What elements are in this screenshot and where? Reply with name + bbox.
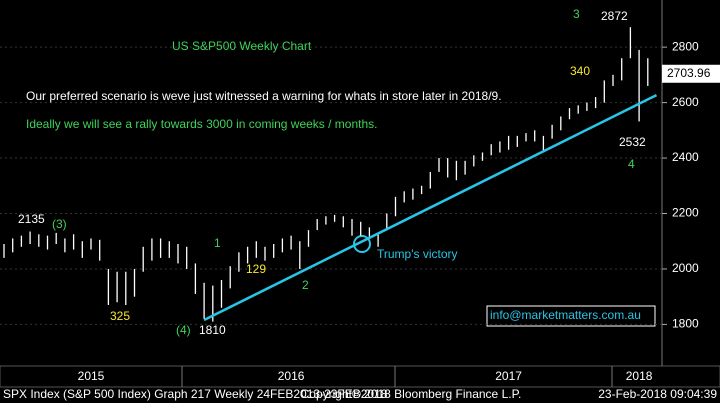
trendline [203, 93, 658, 322]
email-box [486, 305, 656, 327]
annotation: 2135 [18, 212, 45, 226]
annotation: Ideally we will see a rally towards 3000… [26, 117, 378, 131]
footer-text: SPX Index (S&P 500 Index) Graph 217 Week… [3, 387, 388, 401]
annotation: 2 [302, 278, 309, 292]
annotation: (4) [176, 323, 191, 337]
y-tick-label: 2600 [672, 95, 699, 109]
annotation: 325 [110, 309, 130, 323]
footer-text: 23-Feb-2018 09:04:39 [598, 387, 717, 401]
annotation: 1810 [199, 323, 226, 337]
y-tick-label: 2400 [672, 150, 699, 164]
x-axis-band [0, 365, 720, 388]
chart-title: US S&P500 Weekly Chart [172, 39, 312, 53]
x-tick-label: 2016 [278, 369, 305, 383]
annotation: 129 [246, 262, 266, 276]
y-tick-label: 2800 [672, 39, 699, 53]
annotation: 2872 [601, 9, 628, 23]
annotation: 1 [214, 236, 221, 250]
annotation: 340 [570, 64, 590, 78]
y-tick-label: 2200 [672, 206, 699, 220]
annotation: (3) [52, 217, 67, 231]
annotation: 4 [628, 157, 635, 171]
y-tick-label: 2000 [672, 261, 699, 275]
annotation: Our preferred scenario is weve just witn… [26, 89, 502, 103]
annotation: 3 [573, 7, 580, 21]
y-tick-label: 1800 [672, 317, 699, 331]
last-price-tag [662, 64, 720, 83]
annotation: Trump's victory [377, 247, 458, 261]
x-tick-label: 2017 [495, 369, 522, 383]
trump-circle [353, 235, 371, 253]
annotation: 2532 [619, 135, 646, 149]
last-price-label: 2703.96 [667, 66, 711, 80]
annotation: info@marketmatters.com.au [490, 308, 641, 322]
x-tick-label: 2015 [78, 369, 105, 383]
footer-text: Copyright© 2018 Bloomberg Finance L.P. [301, 387, 522, 401]
x-tick-label: 2018 [626, 369, 653, 383]
